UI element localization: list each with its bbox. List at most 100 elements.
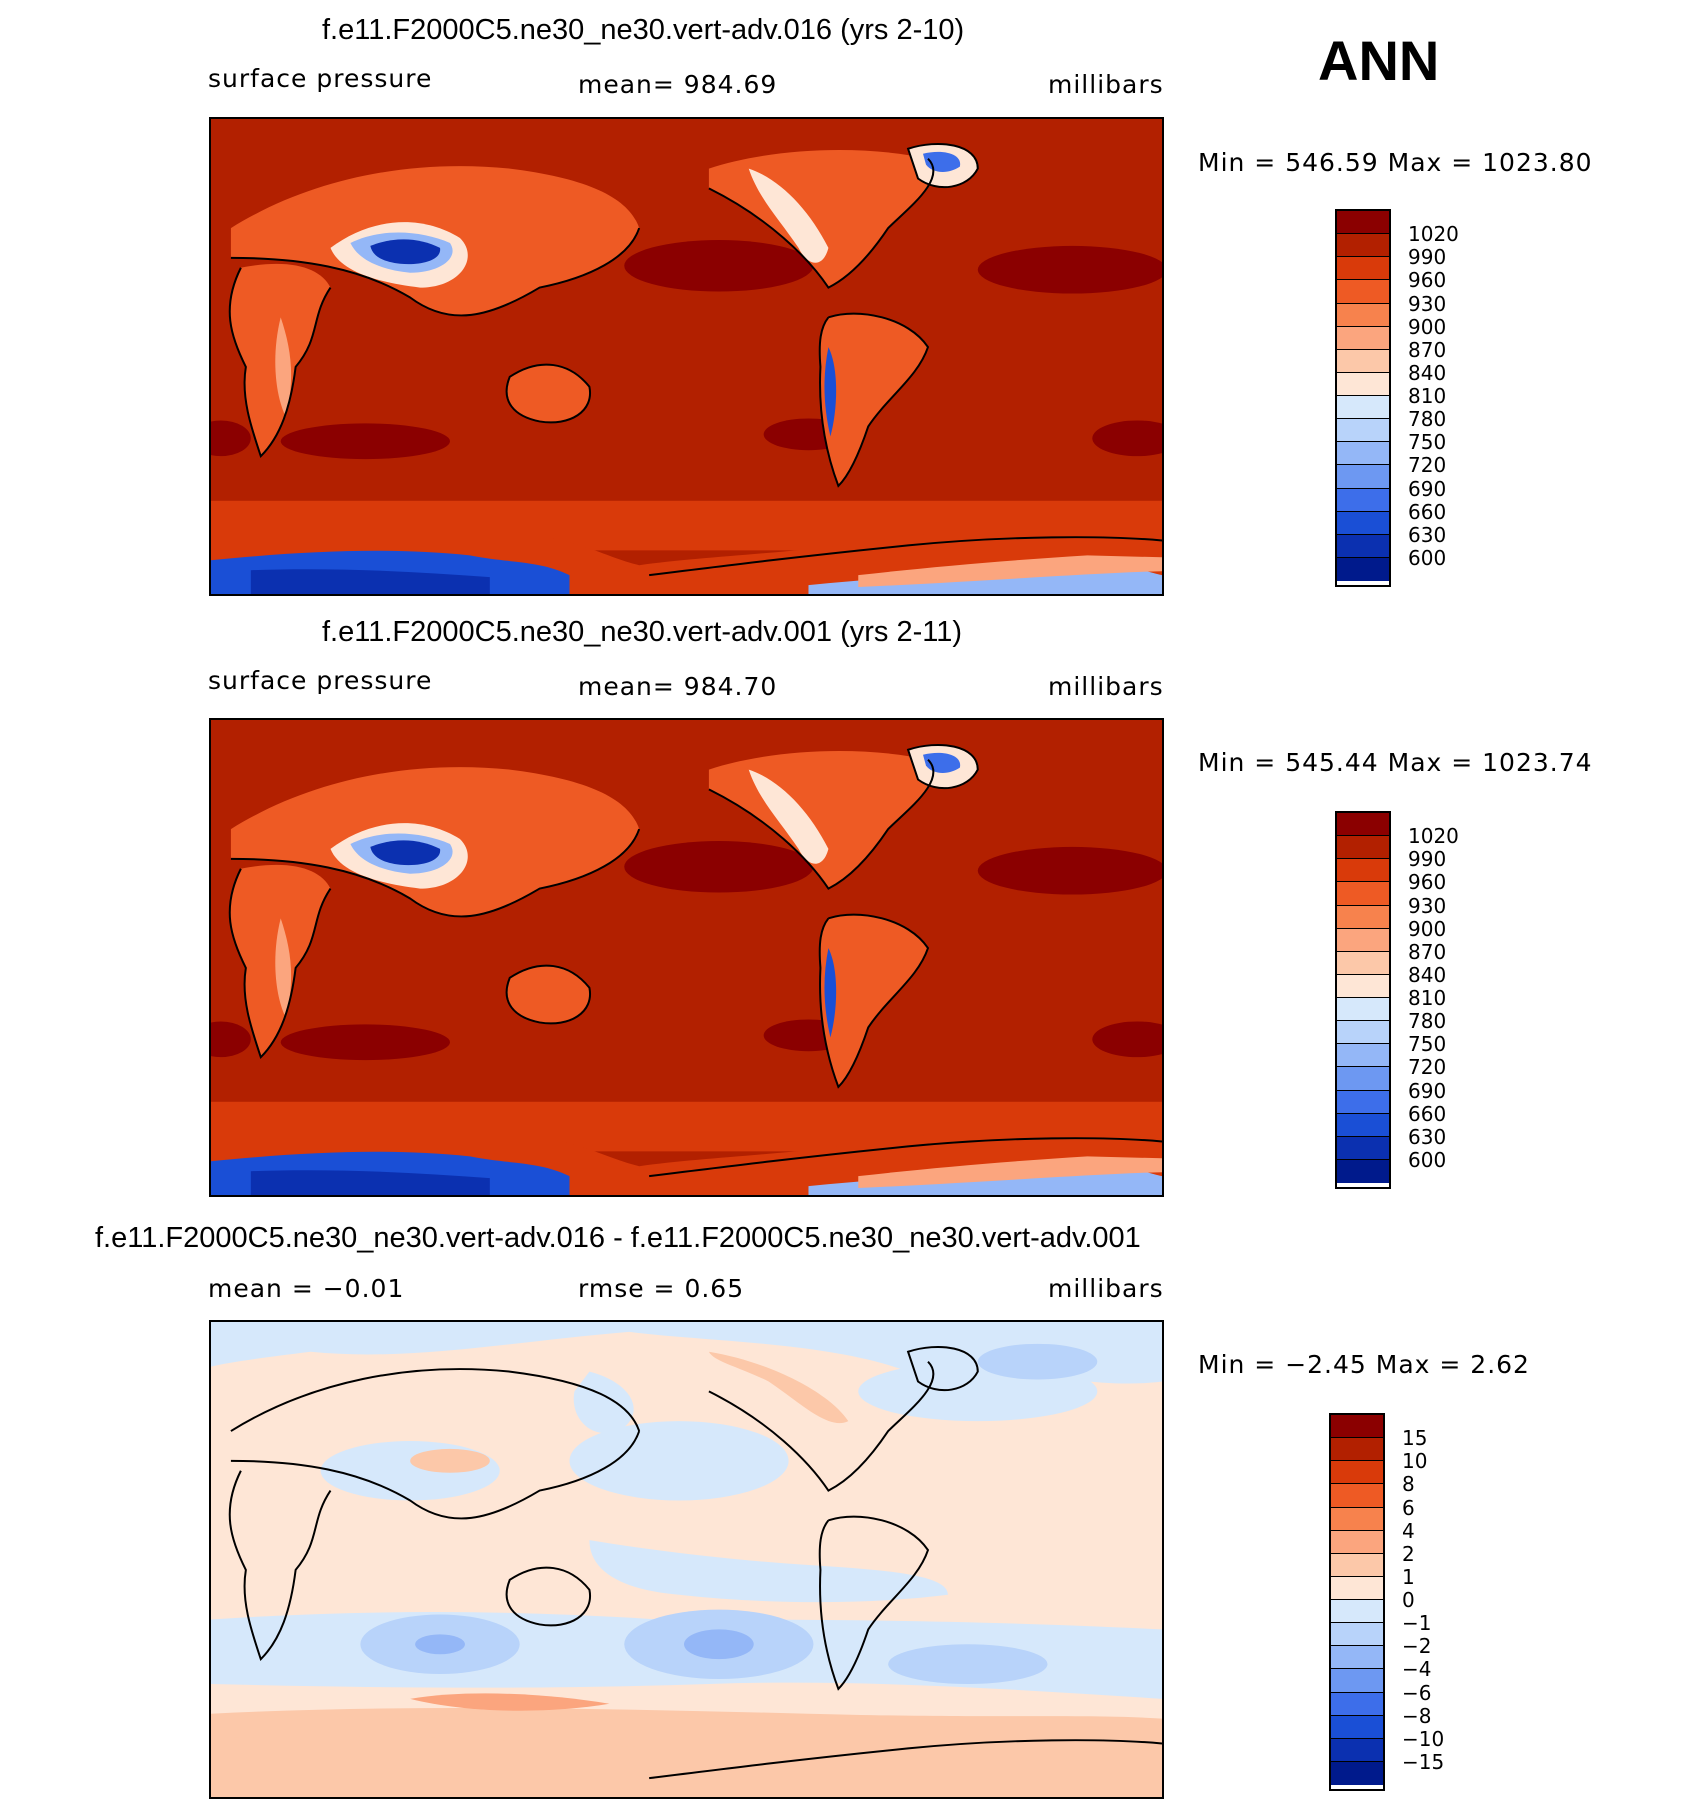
panel1-colorbar-swatch	[1337, 303, 1389, 327]
panel3-colorbar-label: −1	[1402, 1611, 1432, 1636]
panel3-colorbar-label: 6	[1402, 1495, 1415, 1520]
panel1-colorbar-label: 660	[1408, 499, 1447, 524]
panel3-colorbar-label: −8	[1402, 1703, 1432, 1728]
panel1-colorbar-labels: 1020 990 960 930 900 870 840 810 780 750 720 690 660…	[1408, 209, 1488, 587]
panel1-colorbar-label: 990	[1408, 245, 1447, 270]
panel3-colorbar-swatch	[1331, 1738, 1383, 1762]
panel2-colorbar-swatch	[1337, 813, 1389, 837]
panel2-colorbar-swatch	[1337, 998, 1389, 1022]
panel2-colorbar-swatch	[1337, 974, 1389, 998]
panel1-colorbar-swatch	[1337, 419, 1389, 443]
panel2-colorbar-label: 900	[1408, 916, 1447, 941]
panel2-colorbar-swatch	[1337, 1044, 1389, 1068]
panel3-colorbar	[1329, 1413, 1385, 1791]
panel3-colorbar-swatch	[1331, 1484, 1383, 1508]
panel2-colorbar-swatch	[1337, 905, 1389, 929]
panel3-colorbar-label: −10	[1402, 1726, 1445, 1751]
panel3-colorbar-label: 8	[1402, 1472, 1415, 1497]
panel1-colorbar-swatch	[1337, 442, 1389, 466]
panel1-map-plot	[211, 119, 1162, 594]
panel2-colorbar-labels: 1020 990 960 930 900 870 840 810 780 750 720 690 660…	[1408, 811, 1488, 1189]
panel3-colorbar-swatch	[1331, 1669, 1383, 1693]
panel1-colorbar-swatch	[1337, 465, 1389, 489]
panel2-colorbar-label: 810	[1408, 986, 1447, 1010]
panel3-title: f.e11.F2000C5.ne30_ne30.vert-adv.016 - f…	[95, 1222, 1141, 1254]
panel3-colorbar-swatch	[1331, 1530, 1383, 1554]
panel1-colorbar-label: 1020	[1408, 222, 1459, 247]
panel1-colorbar-swatch	[1337, 349, 1389, 373]
panel2-colorbar-label: 990	[1408, 847, 1447, 872]
panel2-colorbar-swatch	[1337, 1136, 1389, 1160]
panel2-colorbar-label: 840	[1408, 962, 1447, 987]
panel3-mean-label: mean = −0.01	[208, 1274, 405, 1303]
panel2-units-label: millibars	[1048, 672, 1164, 701]
panel1-colorbar-swatch	[1337, 372, 1389, 396]
panel1-colorbar-label: 750	[1408, 430, 1447, 455]
panel1-colorbar-label: 840	[1408, 360, 1447, 385]
panel3-colorbar-swatch	[1331, 1415, 1383, 1439]
panel2-colorbar-label: 750	[1408, 1032, 1447, 1057]
panel2-colorbar-label: 600	[1408, 1147, 1447, 1172]
panel3-colorbar-swatch	[1331, 1623, 1383, 1647]
panel1-units-label: millibars	[1048, 70, 1164, 99]
panel2-map	[209, 718, 1164, 1197]
panel2-colorbar-swatch	[1337, 836, 1389, 860]
panel3-colorbar-label: 4	[1402, 1518, 1415, 1543]
panel3-colorbar-label: −2	[1402, 1634, 1432, 1659]
panel3-map	[209, 1320, 1164, 1799]
panel2-colorbar-label: 660	[1408, 1101, 1447, 1126]
panel3-rmse-label: rmse = 0.65	[578, 1274, 745, 1303]
panel1-colorbar-label: 900	[1408, 314, 1447, 339]
panel3-map-plot	[211, 1322, 1162, 1797]
panel2-colorbar-swatch	[1337, 1159, 1389, 1183]
panel1-title: f.e11.F2000C5.ne30_ne30.vert-adv.016 (yr…	[322, 14, 965, 46]
panel2-variable-label: surface pressure	[208, 666, 433, 695]
panel2-map-plot	[211, 720, 1162, 1195]
panel1-colorbar-label: 690	[1408, 476, 1447, 501]
season-label: ANN	[1318, 29, 1440, 92]
panel3-colorbar-label: 2	[1402, 1541, 1415, 1566]
panel3-colorbar-label: 0	[1402, 1588, 1415, 1612]
panel1-colorbar	[1335, 209, 1391, 587]
panel1-colorbar-label: 780	[1408, 407, 1447, 432]
panel1-colorbar-label: 870	[1408, 337, 1447, 362]
panel1-colorbar-swatch	[1337, 534, 1389, 558]
panel3-colorbar-label: 1	[1402, 1564, 1415, 1589]
panel3-colorbar-swatch	[1331, 1715, 1383, 1739]
panel3-colorbar-swatch	[1331, 1761, 1383, 1785]
panel3-colorbar-labels: 15 10 8 6 4 2 1 0 −1 −2 −4 −6 −8 −10 −15	[1402, 1413, 1482, 1791]
panel2-colorbar-swatch	[1337, 951, 1389, 975]
panel2-mean-label: mean= 984.70	[578, 672, 778, 701]
panel2-colorbar-swatch	[1337, 928, 1389, 952]
panel1-colorbar-label: 810	[1408, 384, 1447, 408]
panel1-minmax-label: Min = 546.59 Max = 1023.80	[1198, 148, 1593, 177]
panel3-colorbar-swatch	[1331, 1600, 1383, 1624]
panel2-minmax-label: Min = 545.44 Max = 1023.74	[1198, 748, 1593, 777]
panel2-colorbar-label: 630	[1408, 1124, 1447, 1149]
panel2-colorbar-label: 690	[1408, 1078, 1447, 1103]
panel3-colorbar-swatch	[1331, 1461, 1383, 1485]
panel1-colorbar-label: 930	[1408, 291, 1447, 316]
panel3-units-label: millibars	[1048, 1274, 1164, 1303]
panel2-colorbar-swatch	[1337, 1067, 1389, 1091]
panel2-colorbar-swatch	[1337, 859, 1389, 883]
panel1-colorbar-swatch	[1337, 396, 1389, 420]
panel1-colorbar-label: 720	[1408, 453, 1447, 478]
panel2-colorbar-swatch	[1337, 1021, 1389, 1045]
panel1-colorbar-label: 600	[1408, 545, 1447, 570]
panel1-colorbar-swatch	[1337, 257, 1389, 281]
panel3-colorbar-swatch	[1331, 1507, 1383, 1531]
panel1-colorbar-swatch	[1337, 326, 1389, 350]
panel3-colorbar-label: 10	[1402, 1449, 1428, 1474]
panel2-colorbar-swatch	[1337, 1113, 1389, 1137]
panel1-colorbar-swatch	[1337, 557, 1389, 581]
panel3-colorbar-swatch	[1331, 1692, 1383, 1716]
panel3-colorbar-swatch	[1331, 1646, 1383, 1670]
panel2-colorbar-label: 870	[1408, 939, 1447, 964]
panel1-colorbar-swatch	[1337, 488, 1389, 512]
panel2-colorbar-label: 720	[1408, 1055, 1447, 1080]
panel2-colorbar	[1335, 811, 1391, 1189]
panel2-colorbar-label: 1020	[1408, 824, 1459, 849]
panel2-colorbar-label: 780	[1408, 1009, 1447, 1034]
panel1-colorbar-swatch	[1337, 234, 1389, 258]
